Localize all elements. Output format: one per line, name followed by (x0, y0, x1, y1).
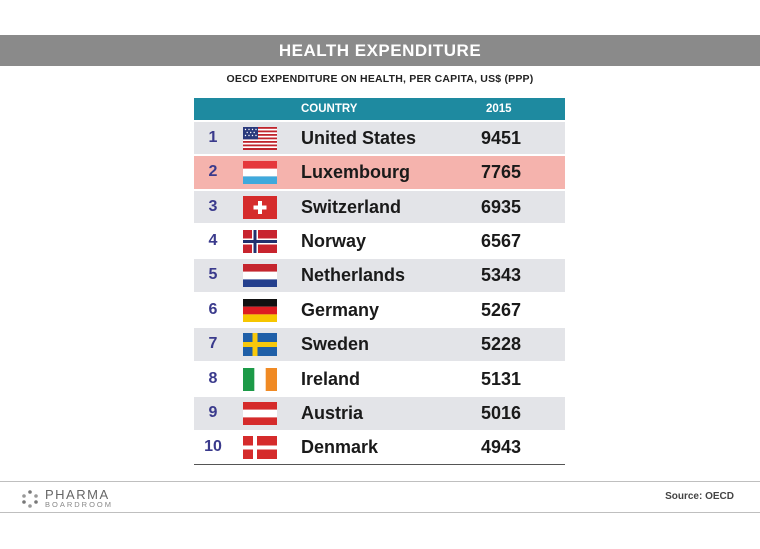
table-row: 5 Netherlands 5343 (194, 259, 565, 292)
ireland-flag-icon (243, 367, 277, 391)
sweden-flag-icon (243, 333, 277, 357)
table-row: 7 Sweden 5228 (194, 328, 565, 361)
luxembourg-flag-icon (243, 161, 277, 185)
table-row: 6 Germany 5267 (194, 293, 565, 327)
expenditure-value: 5343 (481, 265, 522, 286)
switzerland-flag-icon (243, 195, 277, 219)
logo-dots-icon (22, 490, 38, 508)
table-row: 4 Norway 6567 (194, 224, 565, 258)
country-name: Norway (301, 230, 367, 251)
country-name: Netherlands (301, 265, 406, 286)
us-flag-icon (243, 126, 277, 150)
rank-label: 6 (208, 300, 218, 318)
expenditure-value: 9451 (481, 127, 522, 148)
country-name: Switzerland (301, 196, 402, 217)
rank-label: 7 (208, 335, 218, 353)
expenditure-value: 6567 (481, 230, 522, 251)
country-name: Luxembourg (301, 162, 411, 183)
rank-label: 2 (208, 163, 218, 181)
country-name: Sweden (301, 334, 370, 355)
rank-label: 8 (208, 369, 218, 387)
chart-subtitle: OECD EXPENDITURE ON HEALTH, PER CAPITA, … (226, 73, 534, 85)
table-row: 9 Austria 5016 (194, 396, 565, 430)
expenditure-value: 5016 (481, 402, 522, 423)
table-row: 10 Denmark 4943 (194, 431, 565, 465)
footer-divider (0, 512, 760, 513)
rank-label: 10 (204, 438, 222, 456)
expenditure-table: COUNTRY 2015 1 United States 9451 2 (194, 98, 565, 465)
logo-name: PHARMA (45, 487, 110, 502)
denmark-flag-icon (243, 436, 277, 460)
source-note: Source: OECD (665, 491, 734, 502)
expenditure-value: 4943 (481, 437, 522, 458)
table-row: 1 United States 9451 (194, 121, 565, 155)
country-name: Germany (301, 299, 380, 320)
expenditure-value: 7765 (481, 162, 522, 183)
netherlands-flag-icon (243, 264, 277, 288)
page-title: HEALTH EXPENDITURE (0, 35, 760, 66)
column-header-year: 2015 (486, 103, 512, 115)
column-header-country: COUNTRY (301, 103, 358, 115)
table-row: 2 Luxembourg 7765 (194, 156, 565, 189)
germany-flag-icon (243, 298, 277, 322)
rank-label: 5 (208, 266, 218, 284)
expenditure-value: 5131 (481, 368, 522, 389)
table-header: COUNTRY 2015 (194, 98, 565, 120)
pharma-boardroom-logo: PHARMA BOARDROOM (20, 487, 130, 509)
country-name: Ireland (301, 368, 361, 389)
expenditure-value: 5228 (481, 334, 522, 355)
table-row: 8 Ireland 5131 (194, 362, 565, 396)
country-name: United States (301, 127, 417, 148)
rank-label: 9 (208, 403, 218, 421)
rank-label: 1 (208, 128, 218, 146)
norway-flag-icon (243, 229, 277, 253)
logo-subname: BOARDROOM (45, 500, 114, 509)
country-name: Austria (301, 402, 364, 423)
rank-label: 3 (208, 197, 218, 215)
expenditure-value: 6935 (481, 196, 522, 217)
austria-flag-icon (243, 401, 277, 425)
expenditure-value: 5267 (481, 299, 522, 320)
rank-label: 4 (208, 231, 218, 249)
footer-divider (0, 481, 760, 482)
country-name: Denmark (301, 437, 379, 458)
table-row: 3 Switzerland 6935 (194, 190, 565, 224)
